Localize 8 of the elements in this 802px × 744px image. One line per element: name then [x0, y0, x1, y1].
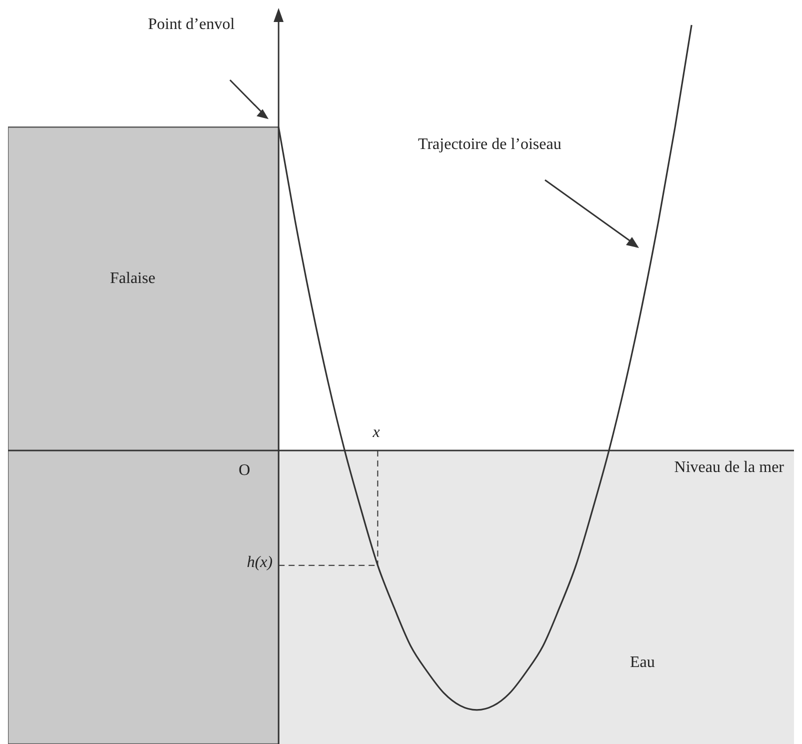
- ref-line-label: Niveau de la mer: [674, 458, 785, 476]
- text: O: [238, 462, 250, 480]
- text: Falaise: [110, 270, 156, 288]
- annotation: Trajectoire de l’oiseau: [418, 136, 562, 154]
- annotation: h(x): [246, 554, 273, 572]
- annotation: Eau: [630, 654, 655, 672]
- annotation: x: [372, 424, 380, 442]
- text: Point d’envol: [148, 16, 235, 34]
